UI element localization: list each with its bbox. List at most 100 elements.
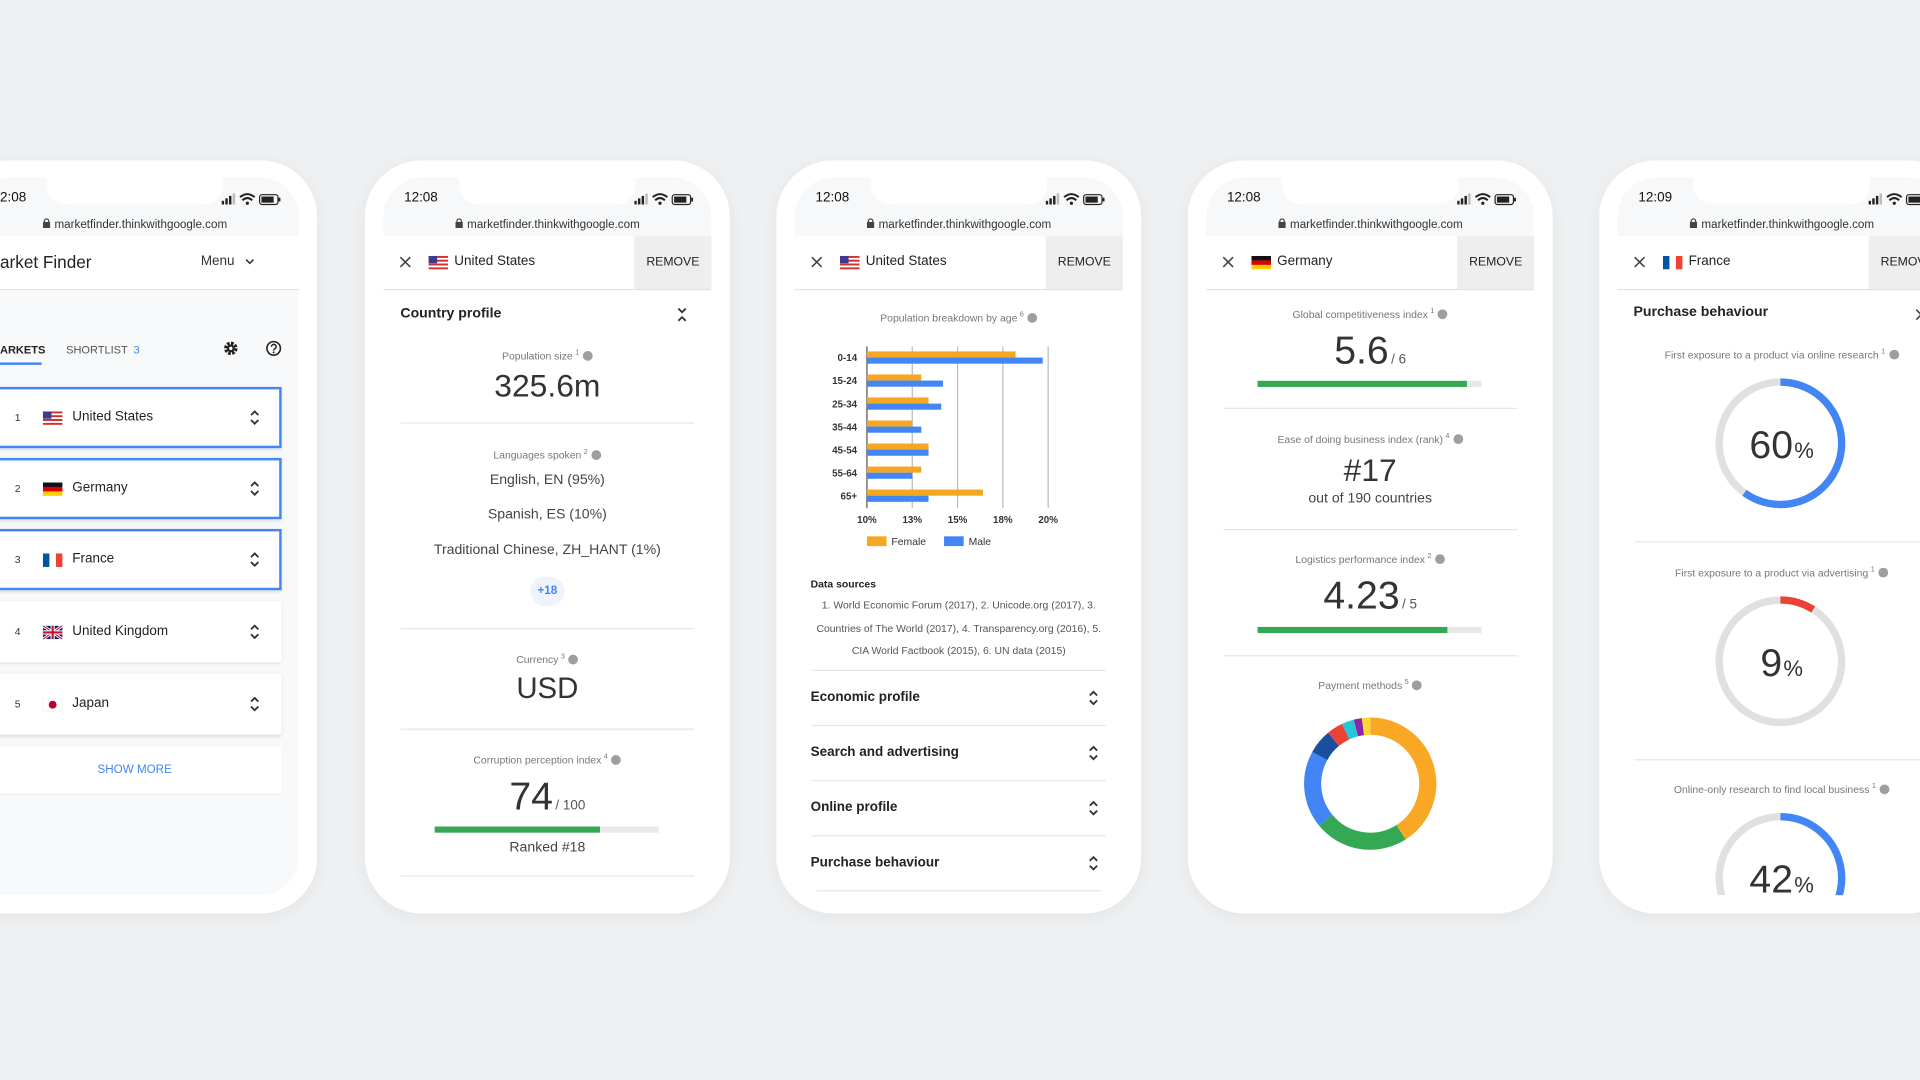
url-bar: marketfinder.thinkwithgoogle.com	[1206, 218, 1534, 231]
bar	[866, 403, 942, 410]
stat-label: Global competitiveness index 1	[1206, 308, 1534, 320]
ring-value: 60%	[1618, 425, 1920, 464]
expand-icon[interactable]	[1087, 800, 1099, 817]
label-text: Payment methods	[1318, 679, 1403, 692]
remove-label[interactable]: REMOVE	[1469, 255, 1523, 269]
market-name: Japan	[72, 696, 109, 711]
x-tick-label: 20%	[1038, 515, 1058, 526]
expand-icon[interactable]	[249, 409, 261, 426]
menu-button[interactable]: Menu	[200, 254, 235, 269]
url-text: marketfinder.thinkwithgoogle.com	[467, 218, 640, 232]
expand-icon[interactable]	[249, 551, 261, 568]
divider	[811, 724, 1106, 727]
label-text: Population size	[502, 349, 573, 362]
section-title: Country profile	[400, 306, 502, 322]
tab-shortlist[interactable]: SHORTLIST	[66, 343, 128, 356]
footnote: 3	[560, 653, 565, 661]
menu-caret	[245, 259, 255, 265]
divider	[1223, 655, 1518, 657]
collapse-icon[interactable]	[676, 307, 688, 322]
phone: 12:08 marketfinder.thinkwithgoogle.com Uni…	[364, 160, 730, 914]
help-icon[interactable]	[266, 340, 282, 356]
status-time: 12:08	[815, 190, 850, 206]
bar	[866, 420, 913, 427]
remove-label[interactable]: REMOVE	[1880, 255, 1920, 269]
lock-icon	[454, 218, 463, 229]
population-value: 325.6m	[494, 367, 601, 405]
accordion-title[interactable]: Purchase behaviour	[810, 855, 940, 870]
expand-icon[interactable]	[249, 623, 261, 640]
accordion-title[interactable]: Online profile	[810, 800, 898, 815]
progress-ring	[1715, 596, 1846, 727]
more-languages[interactable]: +18	[537, 584, 558, 598]
bar	[866, 495, 929, 502]
remove-button[interactable]: REMOVE	[1868, 236, 1920, 289]
screen: 12:09 marketfinder.thinkwithgoogle.com Fra…	[1617, 177, 1920, 896]
y-tick-label: 45-54	[832, 445, 858, 456]
expand-icon[interactable]	[1087, 744, 1099, 761]
accordion-title[interactable]: Search and advertising	[810, 745, 959, 760]
ring-number: 9	[1760, 640, 1783, 685]
remove-label[interactable]: REMOVE	[1057, 255, 1111, 269]
accordion-title[interactable]: Economic profile	[810, 690, 920, 705]
remove-button[interactable]: REMOVE	[1045, 236, 1123, 289]
url-text: marketfinder.thinkwithgoogle.com	[1701, 218, 1875, 232]
info-icon	[1438, 309, 1448, 319]
footnote: 4	[603, 754, 608, 762]
score-value: 4.23	[1323, 573, 1400, 618]
rank-text: Ranked #18	[509, 840, 586, 855]
remove-label[interactable]: REMOVE	[646, 255, 700, 269]
status-icons	[1457, 193, 1516, 206]
close-icon[interactable]	[811, 256, 823, 268]
expand-icon[interactable]	[249, 696, 261, 713]
phone: 2:08 marketfinder.thinkwithgoogle.com arke…	[0, 160, 318, 914]
bar	[866, 374, 922, 381]
close-icon[interactable]	[1915, 309, 1920, 321]
notch	[459, 177, 636, 205]
close-icon[interactable]	[1633, 256, 1646, 268]
donut-segment	[1353, 718, 1365, 737]
stat-label: Population size 1	[383, 349, 711, 362]
status-icons	[1045, 193, 1105, 206]
divider	[400, 628, 695, 630]
lock-icon	[1277, 218, 1286, 229]
show-more-card[interactable]	[0, 746, 282, 794]
remove-button[interactable]: REMOVE	[1457, 236, 1535, 289]
divider	[400, 875, 695, 877]
more-badge[interactable]	[530, 576, 565, 607]
info-icon	[611, 754, 622, 765]
language-item: English, EN (95%)	[489, 472, 605, 488]
footnote: 6	[1019, 311, 1024, 320]
legend-label: Male	[969, 537, 992, 548]
expand-icon[interactable]	[1087, 689, 1099, 706]
settings-icon[interactable]	[223, 340, 239, 356]
expand-icon[interactable]	[1087, 855, 1099, 872]
label-text: First exposure to a product via advertis…	[1675, 566, 1869, 579]
language-item: Spanish, ES (10%)	[487, 507, 607, 522]
close-icon[interactable]	[1222, 256, 1234, 268]
remove-button[interactable]: REMOVE	[634, 236, 712, 289]
country-name: United States	[865, 254, 947, 269]
ring-arc	[1742, 378, 1846, 509]
bar	[866, 449, 929, 456]
info-icon	[568, 654, 579, 665]
tab-markets[interactable]: ARKETS	[0, 343, 46, 356]
divider	[811, 835, 1106, 837]
label-text: First exposure to a product via online r…	[1664, 348, 1879, 361]
screen: 2:08 marketfinder.thinkwithgoogle.com arke…	[0, 177, 299, 896]
status-icons	[1868, 193, 1920, 206]
progress-fill	[1257, 626, 1448, 634]
expand-icon[interactable]	[249, 480, 261, 497]
donut-segment	[1369, 717, 1437, 840]
y-tick-label: 15-24	[832, 376, 858, 387]
footnote: 1	[1430, 308, 1435, 316]
country-name: United States	[454, 254, 536, 269]
info-icon	[1027, 312, 1038, 323]
progress-ring	[1715, 378, 1846, 509]
flag	[42, 697, 63, 712]
phone: 12:08 marketfinder.thinkwithgoogle.com Ger…	[1187, 160, 1553, 914]
show-more[interactable]: SHOW MORE	[97, 763, 172, 777]
ring-unit: %	[1783, 656, 1803, 681]
close-icon[interactable]	[399, 256, 411, 268]
